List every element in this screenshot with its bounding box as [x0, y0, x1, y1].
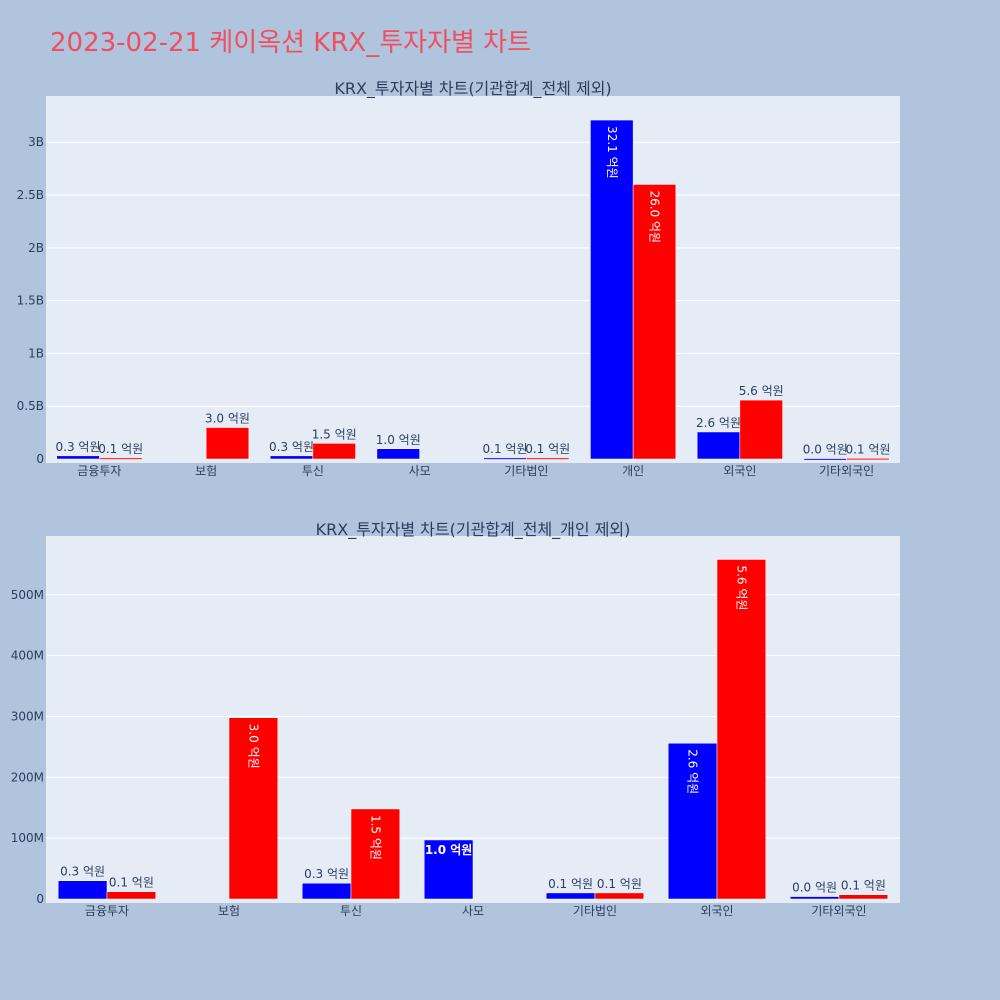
page-title: 2023-02-21 케이옥션 KRX_투자자별 차트 — [50, 28, 532, 58]
bar — [667, 742, 718, 900]
bar — [205, 427, 250, 460]
x-tick-label: 보험 — [195, 464, 217, 478]
bar-data-label: 0.1 억원 — [841, 879, 886, 893]
bar — [696, 431, 741, 460]
bar — [56, 455, 100, 460]
x-tick-label: 사모 — [409, 464, 431, 478]
y-tick-label: 2.5B — [17, 188, 44, 202]
bar-data-label: 0.0 억원 — [792, 881, 837, 895]
x-tick-label: 사모 — [462, 904, 484, 918]
bar-data-label: 0.1 억원 — [548, 877, 593, 891]
y-tick-label: 100M — [11, 831, 44, 845]
bar — [789, 896, 840, 900]
bar-data-label: 0.1 억원 — [525, 442, 570, 456]
x-tick-label: 기타외국인 — [819, 464, 874, 478]
bar — [312, 443, 356, 460]
bar — [526, 457, 570, 460]
bar — [376, 448, 420, 460]
bar-data-label: 5.6 억원 — [739, 384, 784, 398]
y-tick-label: 2B — [28, 241, 44, 255]
y-tick-label: 300M — [11, 709, 44, 723]
y-tick-label: 500M — [11, 588, 44, 602]
bar-data-label: 5.6 억원 — [734, 565, 748, 610]
chart-1: KRX_투자자별 차트(기관합계_전체 제외) 0 0.5B 1B 1.5B 2B 2.5B… — [17, 79, 900, 478]
x-tick-label: 외국인 — [723, 464, 756, 478]
bar — [423, 839, 474, 900]
x-tick-label: 기타법인 — [504, 464, 548, 478]
x-tick-label: 투신 — [302, 464, 324, 478]
bar-data-label: 1.5 억원 — [312, 427, 357, 441]
chart-2: KRX_투자자별 차트(기관합계_전체_개인 제외) 0 100M 200M 300M 4… — [11, 520, 900, 918]
bar — [846, 458, 890, 461]
bar-data-label: 2.6 억원 — [696, 416, 741, 430]
bar-data-label: 0.3 억원 — [269, 440, 314, 454]
bar — [739, 399, 783, 460]
bar — [228, 717, 279, 900]
y-tick-label: 0 — [36, 452, 44, 466]
bar — [57, 880, 108, 900]
bar-data-label: 3.0 억원 — [205, 412, 250, 426]
y-tick-label: 1.5B — [17, 294, 44, 308]
x-tick-label: 외국인 — [700, 904, 733, 918]
bar — [716, 559, 767, 900]
bar-data-label: 0.3 억원 — [56, 440, 101, 454]
bar — [301, 882, 352, 900]
chart-title: KRX_투자자별 차트(기관합계_전체_개인 제외) — [316, 520, 631, 540]
bar — [545, 892, 596, 900]
x-tick-label: 보험 — [218, 904, 240, 918]
bar-data-label: 3.0 억원 — [246, 724, 260, 769]
bar — [838, 894, 889, 900]
bar-data-label: 2.6 억원 — [686, 749, 700, 794]
bar — [632, 184, 677, 460]
y-tick-label: 0 — [36, 892, 44, 906]
bar — [269, 455, 314, 460]
chart-title: KRX_투자자별 차트(기관합계_전체 제외) — [334, 79, 611, 99]
bar-data-label: 0.0 억원 — [803, 443, 848, 457]
bar-data-label: 0.1 억원 — [98, 442, 143, 456]
bar-data-label: 26.0 억원 — [647, 190, 661, 243]
bar — [590, 119, 634, 460]
bar — [99, 457, 143, 460]
bar-data-label: 0.1 억원 — [109, 876, 154, 890]
y-tick-label: 3B — [28, 135, 44, 149]
y-tick-label: 200M — [11, 770, 44, 784]
bar-data-label: 0.1 억원 — [845, 442, 890, 456]
y-tick-label: 1B — [28, 346, 44, 360]
bar — [350, 808, 401, 900]
bar — [594, 892, 645, 900]
bar-data-label: 0.3 억원 — [304, 867, 349, 881]
x-tick-label: 금융투자 — [85, 904, 129, 918]
x-tick-label: 기타외국인 — [811, 904, 866, 918]
bar — [106, 891, 157, 900]
bar-data-label: 0.1 억원 — [597, 877, 642, 891]
bar — [483, 457, 527, 460]
bar-data-label: 1.0 억원 — [425, 843, 473, 857]
bar-data-label: 0.1 억원 — [483, 442, 528, 456]
bar-data-label: 1.5 억원 — [368, 815, 382, 860]
bar-data-label: 0.3 억원 — [60, 865, 105, 879]
y-tick-label: 0.5B — [17, 399, 44, 413]
x-tick-label: 투신 — [340, 904, 362, 918]
x-tick-label: 기타법인 — [573, 904, 617, 918]
x-tick-label: 개인 — [622, 464, 644, 478]
bar — [803, 458, 847, 461]
bar-data-label: 1.0 억원 — [376, 433, 421, 447]
x-tick-label: 금융투자 — [77, 464, 121, 478]
y-tick-label: 400M — [11, 649, 44, 663]
bar-data-label: 32.1 억원 — [605, 126, 619, 179]
